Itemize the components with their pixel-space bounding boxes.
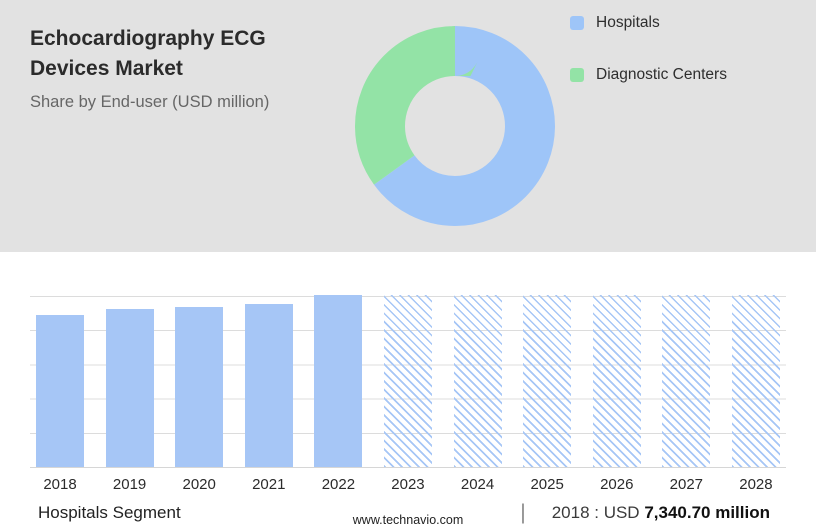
segment-label: Hospitals Segment	[38, 503, 181, 522]
footer-bar: Hospitals Segment | 2018 : USD 7,340.70 …	[0, 498, 816, 528]
footer-separator: |	[520, 501, 526, 524]
legend-item-hospitals: Hospitals	[570, 14, 727, 32]
x-axis-label-2021: 2021	[252, 476, 286, 493]
bar-2027	[662, 295, 711, 467]
bar-2020	[175, 307, 224, 467]
donut-chart-svg	[355, 26, 555, 226]
legend-swatch-hospitals	[570, 16, 584, 30]
bar-chart-section: 2018 2019 2020 2021 2022 2023 2024 2025 2026 2027…	[0, 252, 816, 528]
x-axis-label-2018: 2018	[43, 476, 77, 493]
footer-value-prefix: 2018 : USD	[551, 503, 645, 522]
bar-series	[36, 295, 780, 467]
x-axis-label-2026: 2026	[600, 476, 634, 493]
bar-2025	[523, 295, 572, 467]
x-axis-label-2024: 2024	[460, 476, 495, 493]
footer-value-bold: 7,340.70 million	[644, 503, 770, 522]
legend-label-hospitals: Hospitals	[596, 14, 660, 31]
legend-swatch-diagnostic-centers	[570, 68, 584, 82]
legend-label-diagnostic-centers: Diagnostic Centers	[596, 66, 727, 83]
page-title: Echocardiography ECG Devices Market	[30, 27, 266, 81]
x-axis-label-2028: 2028	[739, 476, 773, 493]
x-axis-label-2020: 2020	[182, 476, 216, 493]
donut-slice-diagnostic-centers	[355, 26, 555, 226]
x-axis-label-2025: 2025	[530, 476, 564, 493]
bar-2028	[731, 295, 780, 467]
hero-section: Echocardiography ECG Devices Market Shar…	[0, 0, 816, 252]
x-axis-label-2027: 2027	[669, 476, 704, 493]
x-axis-label-2019: 2019	[112, 476, 147, 493]
legend-item-diagnostic-centers: Diagnostic Centers	[570, 66, 727, 84]
page-subtitle: Share by End-user (USD million)	[30, 92, 270, 111]
bar-2026	[592, 295, 641, 467]
chart-legend: Hospitals Diagnostic Centers	[570, 14, 727, 118]
bar-2021	[244, 304, 293, 467]
bar-2019	[105, 309, 154, 467]
website-url: www.technavio.com	[352, 513, 464, 527]
bar-2018	[36, 315, 84, 467]
x-axis-label-2022: 2022	[321, 476, 356, 493]
donut-chart	[355, 26, 555, 226]
x-axis-labels: 2018 2019 2020 2021 2022 2023 2024 2025 2026 2027…	[36, 476, 780, 493]
bar-2024	[453, 295, 502, 467]
bar-2022	[314, 295, 363, 467]
bar-chart-plot	[30, 295, 786, 468]
x-axis-label-2023: 2023	[391, 476, 425, 493]
footer-value: 2018 : USD 7,340.70 million	[552, 503, 770, 523]
bar-2023	[383, 295, 432, 467]
title-block: Echocardiography ECG Devices Market Shar…	[30, 24, 350, 112]
